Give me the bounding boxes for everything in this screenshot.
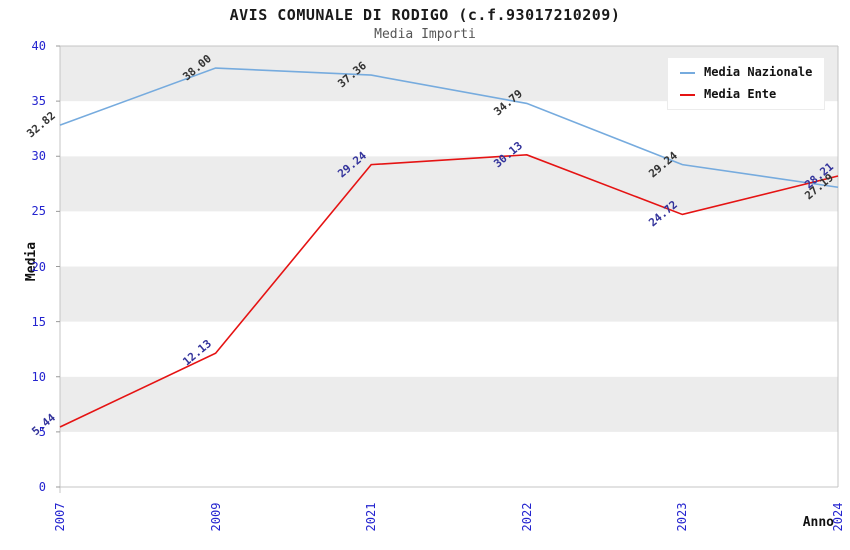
series-line-media-ente	[59, 154, 839, 428]
grid-band	[60, 101, 838, 157]
grid-band	[60, 211, 838, 267]
legend-swatch-media-nazionale-icon	[680, 71, 695, 74]
grid-band	[60, 376, 838, 432]
grid-band	[60, 321, 838, 377]
chart-subtitle: Media Importi	[374, 27, 476, 42]
series-line-media-nazionale	[59, 67, 839, 189]
legend-label-media-nazionale: Media Nazionale	[704, 65, 813, 79]
x-axis-title: Anno	[802, 515, 834, 530]
grid-band	[60, 266, 838, 322]
legend-item-media-nazionale: Media Nazionale	[680, 66, 812, 79]
grid-band	[60, 431, 838, 487]
grid-band	[60, 156, 838, 212]
legend-label-media-ente: Media Ente	[704, 87, 777, 101]
legend-item-media-ente: Media Ente	[680, 88, 812, 101]
legend: Media Nazionale Media Ente	[667, 57, 826, 110]
legend-swatch-media-ente-icon	[680, 93, 695, 96]
chart-title: AVIS COMUNALE DI RODIGO (c.f.93017210209…	[229, 6, 621, 24]
